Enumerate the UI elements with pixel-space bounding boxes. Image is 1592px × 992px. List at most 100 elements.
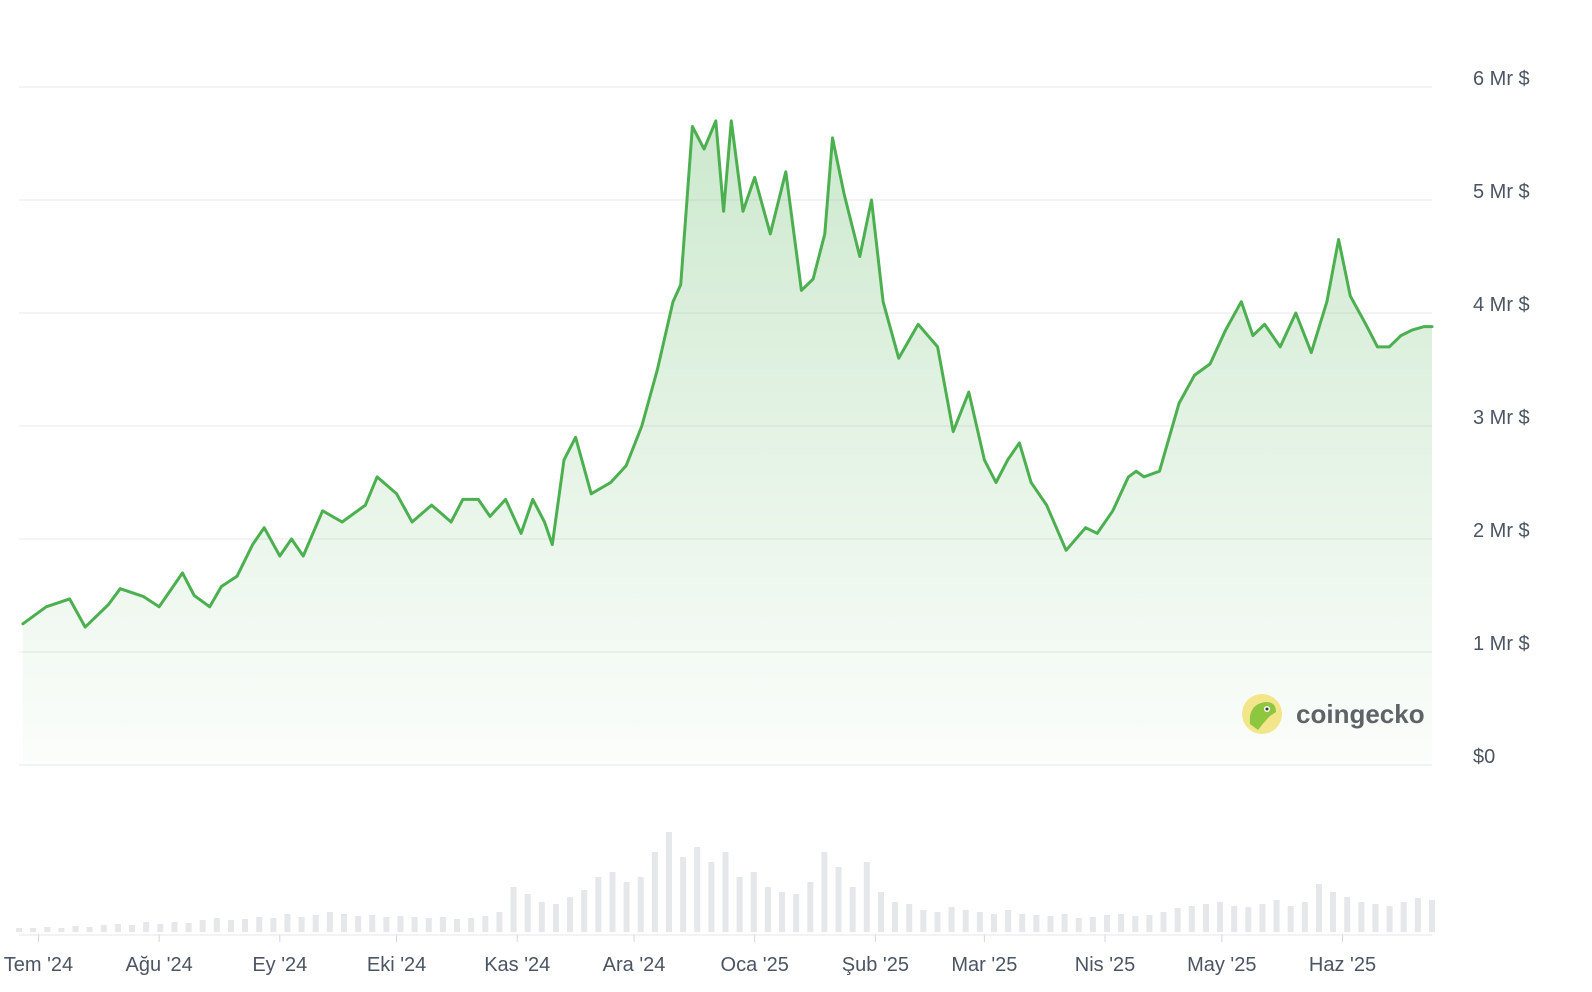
volume-bar <box>1118 914 1125 932</box>
x-tick-label: Ey '24 <box>252 954 307 976</box>
x-tick-label: Mar '25 <box>951 954 1017 976</box>
volume-bar <box>595 877 602 932</box>
volume-bar <box>1019 914 1026 932</box>
volume-bar <box>157 924 164 932</box>
volume-bar <box>920 910 927 932</box>
volume-bar <box>948 907 955 932</box>
y-tick-label: 2 Mr $ <box>1473 520 1530 542</box>
volume-bar <box>411 917 418 932</box>
volume-bar <box>496 912 503 932</box>
volume-bar <box>736 877 743 932</box>
volume-bar <box>1075 918 1082 932</box>
volume-bar <box>86 927 93 932</box>
volume-bar <box>906 904 913 932</box>
x-tick-label: Haz '25 <box>1309 954 1376 976</box>
volume-bar <box>1344 897 1351 932</box>
volume-bar <box>1217 902 1224 932</box>
volume-bar <box>1386 906 1393 932</box>
volume-bar <box>807 882 814 932</box>
volume-bar <box>284 914 291 932</box>
price-line <box>21 119 1434 629</box>
volume-bar <box>171 922 178 932</box>
volume-bar <box>1245 907 1252 932</box>
volume-bar <box>1330 892 1337 932</box>
x-tick-label: Ara '24 <box>603 954 666 976</box>
volume-bar <box>990 914 997 932</box>
volume-bar <box>16 928 22 932</box>
volume-bar <box>298 917 305 932</box>
volume-bar <box>44 927 51 932</box>
volume-bar <box>708 862 715 932</box>
volume-bar <box>793 894 800 932</box>
volume-bar <box>863 862 870 932</box>
volume-bar <box>1061 914 1068 932</box>
volume-bar <box>1202 904 1209 932</box>
volume-bar <box>510 887 517 932</box>
volume-bar <box>355 916 362 932</box>
volume-bar <box>877 892 884 932</box>
volume-bar <box>524 894 531 932</box>
y-tick-label: $0 <box>1473 746 1495 768</box>
x-tick-label: Nis '25 <box>1075 954 1136 976</box>
x-tick-label: May '25 <box>1187 954 1256 976</box>
volume-bar <box>1089 917 1096 932</box>
y-tick-label: 4 Mr $ <box>1473 294 1530 316</box>
volume-bar <box>1301 902 1308 932</box>
volume-bar <box>383 917 390 932</box>
volume-bar <box>114 924 121 932</box>
volume-bar <box>312 915 319 932</box>
volume-bar <box>129 925 136 932</box>
volume-bar <box>750 872 757 932</box>
volume-bar <box>1414 898 1421 932</box>
volume-bar <box>538 902 545 932</box>
volume-bar <box>1005 910 1012 932</box>
x-tick-label: Oca '25 <box>721 954 789 976</box>
volume-bar <box>1273 900 1280 932</box>
volume-bar <box>694 847 701 932</box>
volume-bar <box>1259 904 1266 932</box>
volume-bar <box>270 918 277 932</box>
volume-bar <box>1033 915 1040 932</box>
x-tick-label: Şub '25 <box>842 954 909 976</box>
y-tick-label: 1 Mr $ <box>1473 633 1530 655</box>
volume-bar <box>72 926 79 932</box>
volume-bar <box>30 928 37 932</box>
volume-bar <box>1104 915 1111 932</box>
volume-bar <box>326 912 333 932</box>
volume-bar <box>567 897 574 932</box>
volume-bar <box>1315 884 1322 932</box>
volume-bar <box>340 914 347 932</box>
volume-bar <box>1146 915 1153 932</box>
price-area-fill <box>22 120 1432 765</box>
volume-bar <box>100 925 107 932</box>
volume-bar <box>637 877 644 932</box>
volume-bar <box>835 867 842 932</box>
volume-bar <box>1372 904 1379 932</box>
coingecko-watermark: coingecko <box>1242 694 1425 734</box>
volume-bar <box>1429 900 1435 932</box>
y-axis: $0 1 Mr $ 2 Mr $ 3 Mr $ 4 Mr $ 5 Mr $ 6 Mr $ <box>1473 68 1530 768</box>
price-area <box>22 120 1432 765</box>
volume-bar <box>369 915 376 932</box>
y-tick-label: 3 Mr $ <box>1473 407 1530 429</box>
volume-bar <box>779 892 786 932</box>
volume-bar <box>764 887 771 932</box>
volume-bar <box>1188 906 1195 932</box>
volume-bar <box>976 912 983 932</box>
volume-bar <box>680 857 687 932</box>
gecko-pupil-icon <box>1265 707 1269 711</box>
volume-bar <box>552 904 559 932</box>
volume-bar <box>1047 916 1054 932</box>
y-tick-label: 6 Mr $ <box>1473 68 1530 90</box>
volume-bar <box>1287 906 1294 932</box>
volume-bar <box>143 922 150 932</box>
volume-bar <box>623 882 630 932</box>
x-tick-label: Tem '24 <box>4 954 73 976</box>
volume-bar <box>1160 912 1167 932</box>
volume-bar <box>242 919 249 932</box>
x-tick-label: Ağu '24 <box>126 954 193 976</box>
volume-bar <box>609 872 616 932</box>
volume-bar <box>665 832 672 932</box>
